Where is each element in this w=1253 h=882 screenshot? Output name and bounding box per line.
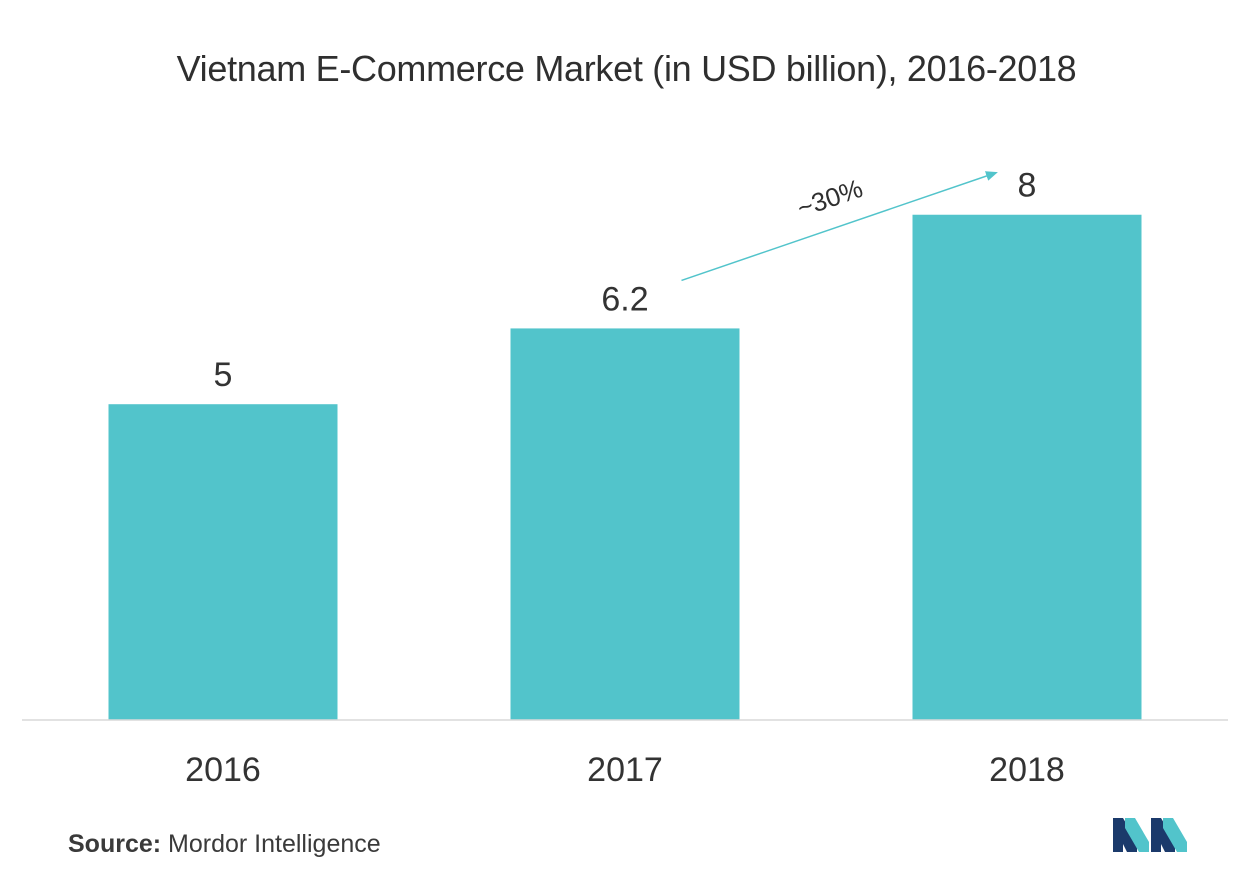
bar-2017 [510, 328, 740, 720]
data-label-2017: 6.2 [601, 280, 648, 318]
data-label-2016: 5 [214, 356, 233, 394]
source-text: Mordor Intelligence [168, 830, 381, 858]
data-label-2018: 8 [1018, 167, 1037, 205]
x-tick-label-2016: 2016 [185, 751, 261, 789]
source-note: Source: Mordor Intelligence [68, 830, 381, 859]
growth-annotation-label: ~30% [793, 173, 866, 223]
bar-2016 [108, 404, 338, 720]
x-tick-label-2018: 2018 [989, 751, 1065, 789]
chart-title: Vietnam E-Commerce Market (in USD billio… [176, 48, 1077, 89]
source-label: Source: [68, 830, 162, 858]
growth-arrow [681, 171, 998, 282]
mordor-intelligence-logo-icon [1113, 818, 1187, 852]
bar-2018 [912, 214, 1142, 720]
x-tick-label-2017: 2017 [587, 751, 663, 789]
